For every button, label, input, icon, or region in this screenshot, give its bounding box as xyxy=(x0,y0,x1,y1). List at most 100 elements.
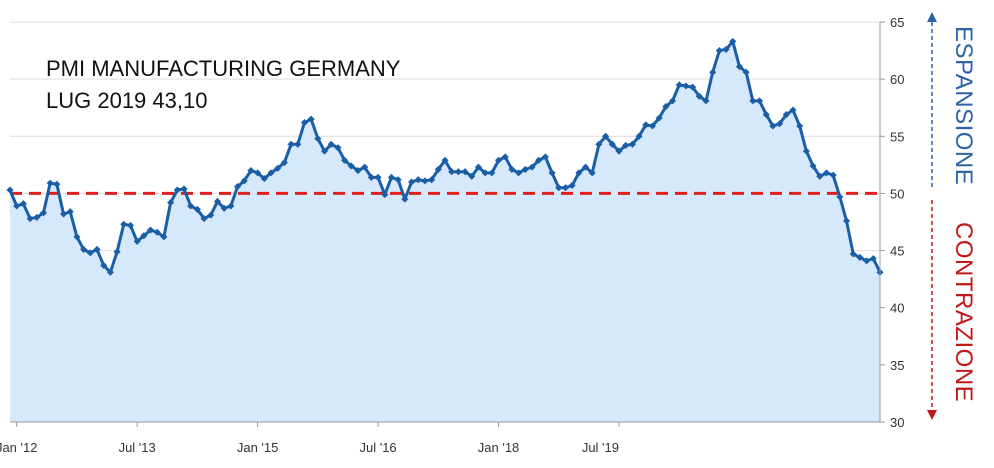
data-point xyxy=(856,253,864,261)
down-arrow-icon xyxy=(927,410,937,420)
data-point xyxy=(816,172,824,180)
data-point xyxy=(809,162,817,170)
data-point xyxy=(548,169,556,177)
data-point xyxy=(461,168,469,176)
data-point xyxy=(481,169,489,177)
up-arrow-icon xyxy=(927,12,937,22)
x-tick-label: Jan '12 xyxy=(0,440,37,455)
data-point xyxy=(869,255,877,263)
data-point xyxy=(334,144,342,152)
data-point xyxy=(662,103,670,111)
data-point xyxy=(521,165,529,173)
data-point xyxy=(762,111,770,119)
data-point xyxy=(555,184,563,192)
data-point xyxy=(39,209,47,217)
data-point xyxy=(474,163,482,171)
data-point xyxy=(635,132,643,140)
data-point xyxy=(408,178,416,186)
data-point xyxy=(240,177,248,185)
chart-title: PMI MANUFACTURING GERMANY xyxy=(46,56,401,81)
data-point xyxy=(187,202,195,210)
data-point xyxy=(849,250,857,258)
data-point xyxy=(602,132,610,140)
data-point xyxy=(709,68,717,76)
data-point xyxy=(802,147,810,155)
data-point xyxy=(341,156,349,164)
data-point xyxy=(100,261,108,269)
data-point xyxy=(682,82,690,90)
y-tick-label: 55 xyxy=(890,129,904,144)
data-point xyxy=(628,140,636,148)
data-point xyxy=(648,122,656,130)
data-point xyxy=(294,140,302,148)
data-point xyxy=(200,215,208,223)
data-point xyxy=(80,245,88,253)
x-axis-ticks: Jan '12 Jul '13 Jan '15 Jul '16 Jan '18 Jul '… xyxy=(0,422,620,455)
contraction-label: CONTRAZIONE xyxy=(950,222,977,402)
data-point xyxy=(274,164,282,172)
data-point xyxy=(501,153,509,161)
data-point xyxy=(193,205,201,213)
data-point xyxy=(66,208,74,216)
data-point xyxy=(756,97,764,105)
data-point xyxy=(247,167,255,175)
data-point xyxy=(782,111,790,119)
y-tick-label: 40 xyxy=(890,301,904,316)
data-point xyxy=(789,106,797,114)
data-point xyxy=(495,156,503,164)
data-point xyxy=(776,120,784,128)
y-tick-label: 50 xyxy=(890,186,904,201)
data-point xyxy=(6,186,14,194)
data-point xyxy=(113,248,121,256)
x-tick-label: Jul '19 xyxy=(582,440,619,455)
data-point xyxy=(454,168,462,176)
data-point xyxy=(421,177,429,185)
y-tick-label: 60 xyxy=(890,72,904,87)
data-point xyxy=(133,237,141,245)
x-tick-label: Jan '18 xyxy=(478,440,520,455)
data-point xyxy=(260,175,268,183)
data-point xyxy=(863,257,871,265)
data-point xyxy=(53,180,61,188)
data-point xyxy=(106,268,114,276)
data-point xyxy=(515,169,523,177)
data-point xyxy=(434,165,442,173)
data-point xyxy=(595,140,603,148)
data-point xyxy=(488,169,496,177)
y-tick-label: 30 xyxy=(890,415,904,430)
data-point xyxy=(796,122,804,130)
data-point xyxy=(829,171,837,179)
data-point xyxy=(147,226,155,234)
data-point xyxy=(695,92,703,100)
data-point xyxy=(541,153,549,161)
data-point xyxy=(367,173,375,181)
data-point xyxy=(608,140,616,148)
data-point xyxy=(836,193,844,201)
data-point xyxy=(361,163,369,171)
x-tick-label: Jul '16 xyxy=(359,440,396,455)
data-point xyxy=(394,176,402,184)
data-point xyxy=(675,81,683,89)
data-point xyxy=(307,115,315,123)
data-point xyxy=(213,197,221,205)
data-point xyxy=(13,202,21,210)
data-point xyxy=(441,156,449,164)
data-point xyxy=(86,249,94,257)
data-point xyxy=(655,114,663,122)
data-point xyxy=(33,213,41,221)
data-point xyxy=(588,169,596,177)
data-point xyxy=(702,97,710,105)
data-point xyxy=(347,162,355,170)
data-point xyxy=(669,97,677,105)
data-point xyxy=(254,169,262,177)
data-point xyxy=(153,228,161,236)
y-tick-label: 65 xyxy=(890,15,904,30)
x-tick-label: Jan '15 xyxy=(237,440,279,455)
chart-subtitle: LUG 2019 43,10 xyxy=(46,88,207,113)
data-point xyxy=(126,221,134,229)
data-point xyxy=(327,140,335,148)
data-point xyxy=(280,159,288,167)
data-point xyxy=(220,204,228,212)
data-point xyxy=(93,245,101,253)
